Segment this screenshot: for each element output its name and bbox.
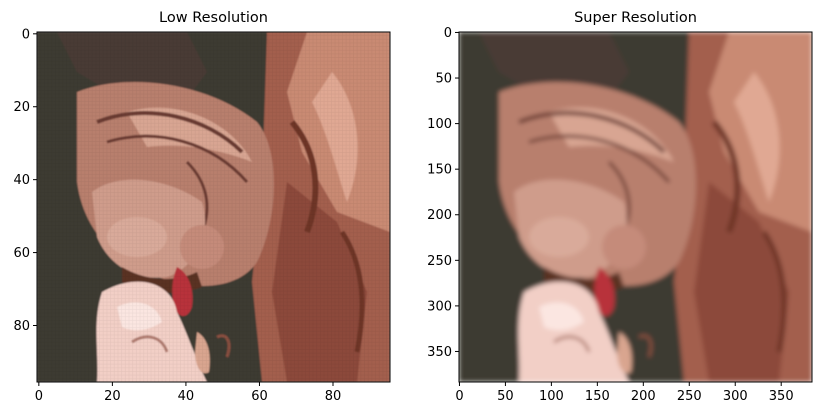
x-tick-label-low: 80	[325, 389, 342, 404]
x-tick-label-low: 60	[251, 389, 268, 404]
x-tick-label-super: 300	[723, 389, 748, 404]
x-tick-label-super: 250	[677, 389, 702, 404]
subplot-super-resolution: Super Resolution 0 50 100 150 200 250 300 350 0 5…	[427, 10, 813, 404]
y-tick-label-super: 350	[427, 345, 452, 360]
axes-frame-left	[36, 31, 391, 383]
image-super-resolution	[459, 32, 812, 382]
y-tick-label-super: 200	[427, 208, 452, 223]
y-tick-label-low: 0	[22, 27, 30, 42]
ticks-super-resolution: 0 50 100 150 200 250 300 350 0 50 100 150 200 250 300 3…	[427, 26, 793, 404]
y-tick-label-super: 0	[444, 26, 452, 41]
y-tick-label-low: 40	[13, 173, 30, 188]
y-tick-label-low: 20	[13, 100, 30, 115]
y-tick-label-super: 100	[427, 117, 452, 132]
y-tick-label-super: 250	[427, 254, 452, 269]
x-tick-label-super: 100	[539, 389, 564, 404]
chart-title-super-resolution: Super Resolution	[574, 10, 697, 26]
x-tick-label-low: 0	[35, 389, 43, 404]
x-tick-label-super: 0	[455, 389, 463, 404]
x-tick-label-super: 150	[585, 389, 610, 404]
x-tick-label-super: 50	[497, 389, 514, 404]
y-tick-label-low: 60	[13, 246, 30, 261]
x-tick-label-low: 40	[178, 389, 195, 404]
chart-title-low-resolution: Low Resolution	[159, 10, 268, 26]
y-tick-label-low: 80	[13, 319, 30, 334]
x-tick-label-super: 200	[631, 389, 656, 404]
x-tick-label-low: 20	[104, 389, 121, 404]
ticks-low-resolution: 0 20 40 60 80 0 20 40 60 80	[13, 27, 341, 404]
image-low-resolution	[37, 32, 390, 382]
y-tick-label-super: 300	[427, 299, 452, 314]
y-tick-label-super: 150	[427, 163, 452, 178]
subplot-low-resolution: Low Resolution 0 20 40 60 80 0 20 40 60 80	[13, 10, 391, 404]
axes-frame-right	[458, 31, 813, 383]
y-tick-label-super: 50	[435, 72, 452, 87]
x-tick-label-super: 350	[769, 389, 794, 404]
